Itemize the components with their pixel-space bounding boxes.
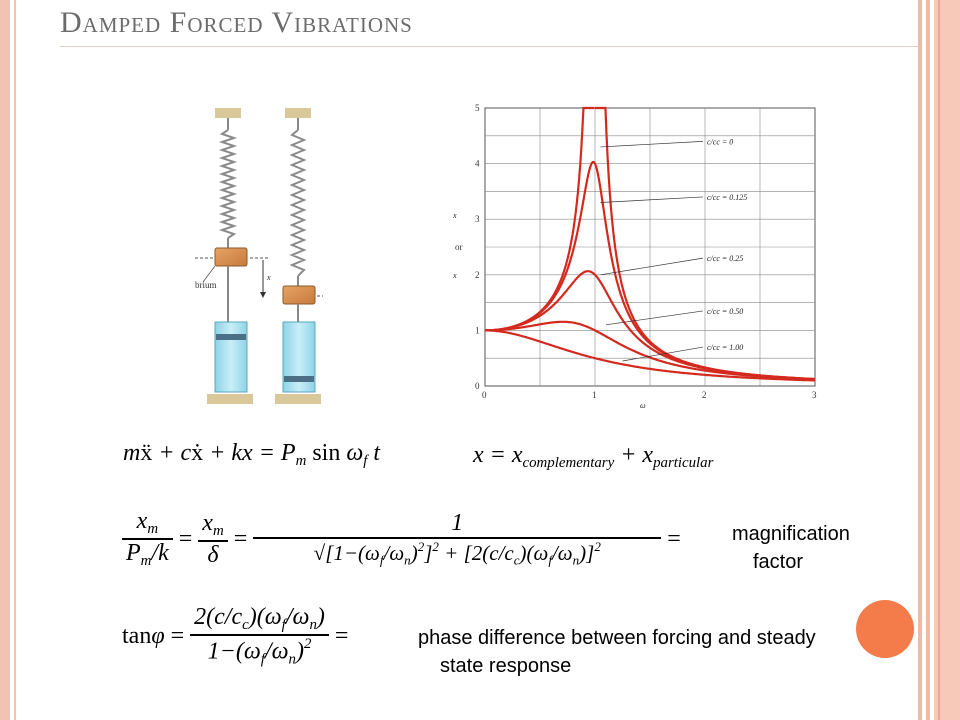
spring-mass-damper-illustration: Equilibrium x bbox=[195, 108, 323, 404]
y-tick-label: 5 bbox=[475, 103, 480, 113]
phase-label-line2: state response bbox=[440, 655, 572, 677]
decorative-orange-circle bbox=[856, 600, 914, 658]
y-axis-label-alt: x bbox=[452, 271, 457, 280]
spring-left bbox=[218, 129, 238, 239]
y-tick-label: 2 bbox=[475, 270, 480, 280]
slide-border-right-stripe bbox=[918, 0, 922, 720]
curve-damping-4 bbox=[485, 329, 815, 382]
equation-magnification: xm Pm/k = xm δ = 1 √[1−(ωf/ωn)2]2 + [2(c/cc… bbox=[122, 508, 681, 570]
y-axis-or: or bbox=[455, 242, 463, 252]
curve-label: c/cc = 0 bbox=[707, 137, 733, 146]
y-tick-label: 3 bbox=[475, 214, 480, 224]
y-tick-label: 4 bbox=[475, 159, 480, 169]
slide-title: Damped Forced Vibrations bbox=[60, 6, 413, 39]
plot-curves bbox=[485, 106, 816, 382]
ceiling-support-left bbox=[215, 108, 241, 118]
curve-label: c/cc = 0.25 bbox=[707, 254, 743, 263]
magnification-factor-plot: 0 1 2 3 0 1 2 3 4 5 c/cc = 0 c/cc = 0.125 c/cc = 0.… bbox=[452, 103, 817, 410]
ceiling-support-right bbox=[285, 108, 311, 118]
ground-right bbox=[275, 394, 321, 404]
magnification-label-line2: factor bbox=[753, 551, 804, 573]
curve-label-leader bbox=[605, 310, 704, 326]
spring-right bbox=[289, 129, 307, 277]
equation-solution: x = xcomplementary + xparticular bbox=[473, 442, 714, 472]
x-axis-label: ω bbox=[640, 401, 646, 410]
slide-border-left-line bbox=[14, 0, 16, 720]
curve-label: c/cc = 0.50 bbox=[707, 307, 743, 316]
equation-motion: mẍ + cẋ + kx = Pm sin ωf t bbox=[123, 440, 381, 470]
slide-border-right-line bbox=[938, 0, 940, 720]
curve-label-leader bbox=[600, 196, 704, 203]
curve-label-leaders: c/cc = 0 c/cc = 0.125 c/cc = 0.25 c/cc = 0.… bbox=[600, 137, 747, 362]
curve-damping-3 bbox=[485, 320, 816, 381]
magnification-label-line1: magnification bbox=[732, 523, 850, 545]
equilibrium-label: Equilibrium bbox=[195, 280, 217, 290]
mass-block-right bbox=[282, 285, 316, 305]
y-tick-label: 1 bbox=[475, 325, 480, 335]
slide-border-left bbox=[0, 0, 10, 720]
x-tick-label: 1 bbox=[592, 390, 597, 400]
ground-left bbox=[207, 394, 253, 404]
curve-label: c/cc = 0.125 bbox=[707, 193, 747, 202]
displacement-x-label: x bbox=[266, 273, 271, 282]
y-tick-label: 0 bbox=[475, 381, 480, 391]
curve-label-leader bbox=[622, 346, 704, 362]
plot-grid bbox=[484, 107, 816, 387]
x-tick-label: 2 bbox=[702, 390, 707, 400]
plot-ticks: 0 1 2 3 0 1 2 3 4 5 bbox=[475, 103, 817, 400]
curve-label-leader bbox=[600, 257, 704, 276]
title-divider bbox=[60, 46, 918, 47]
y-axis-label: x bbox=[452, 211, 457, 220]
phase-label-line1: phase difference between forcing and ste… bbox=[418, 627, 816, 649]
x-tick-label: 3 bbox=[812, 390, 817, 400]
curve-label: c/cc = 1.00 bbox=[707, 343, 743, 352]
equation-phase: tan φ = 2(c/cc)(ωf/ωn) 1−(ωf/ωn)2 = bbox=[122, 604, 349, 668]
slide-border-right-stripe bbox=[926, 0, 930, 720]
x-tick-label: 0 bbox=[482, 390, 487, 400]
mass-block-left bbox=[214, 247, 248, 267]
dashpot-left bbox=[214, 321, 248, 393]
curve-label-leader bbox=[600, 141, 704, 148]
